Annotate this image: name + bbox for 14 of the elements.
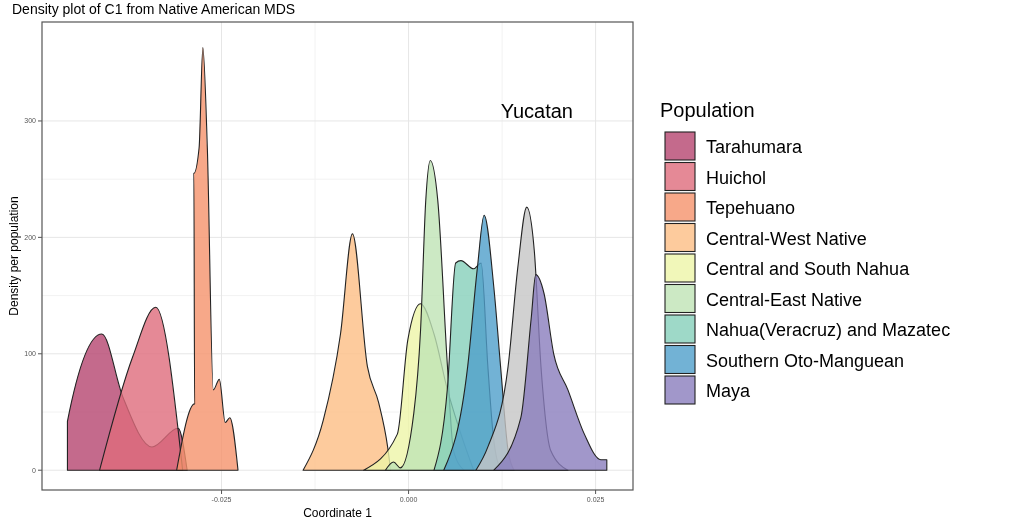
legend-label: Maya — [706, 381, 751, 401]
legend-label: Central and South Nahua — [706, 259, 911, 279]
y-axis-title: Density per population — [7, 196, 21, 316]
legend-label: Southern Oto-Manguean — [706, 350, 905, 371]
legend-title: Population — [660, 99, 755, 121]
legend-label: Central-West Native — [706, 228, 867, 249]
legend-label: Huichol — [706, 167, 767, 188]
annotation: Yucatan — [500, 100, 573, 122]
x-axis-title: Coordinate 1 — [303, 506, 373, 520]
legend-label: Tepehuano — [706, 198, 796, 218]
legend-label: Tarahumara — [706, 137, 804, 157]
chart-title: Density plot of C1 from Native American MDS — [12, 1, 296, 17]
legend-label: Nahua(Veracruz) and Mazatec — [706, 320, 951, 340]
legend-label: Central-East Native — [706, 289, 863, 310]
